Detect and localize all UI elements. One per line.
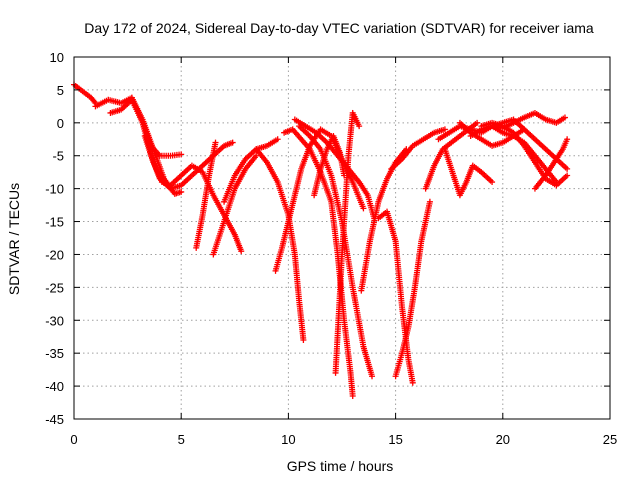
data-point <box>212 139 219 146</box>
y-tick-label: 10 <box>50 50 64 65</box>
data-marks <box>71 81 571 399</box>
y-tick-label: 0 <box>57 116 64 131</box>
series-track-17 <box>375 208 416 386</box>
series-track-13 <box>291 116 378 222</box>
series-track-25 <box>478 119 571 189</box>
series-track-14 <box>311 132 348 199</box>
x-tick-label: 15 <box>388 432 402 447</box>
series-track-18 <box>392 198 433 380</box>
data-point <box>561 114 568 121</box>
x-tick-label: 0 <box>70 432 77 447</box>
data-point <box>349 392 356 399</box>
y-tick-label: -10 <box>45 182 64 197</box>
x-tick-label: 25 <box>603 432 617 447</box>
series-track-19 <box>388 126 448 172</box>
series-track-15 <box>332 109 363 376</box>
data-point <box>356 123 363 130</box>
data-point <box>178 188 185 195</box>
plot-frame <box>73 56 611 420</box>
y-tick-label: -35 <box>45 346 64 361</box>
x-axis-label: GPS time / hours <box>287 458 394 474</box>
y-tick-label: -25 <box>45 280 64 295</box>
series-track-27 <box>531 136 571 192</box>
data-point <box>300 337 307 344</box>
data-point <box>441 126 448 133</box>
x-tick-label: 5 <box>178 432 185 447</box>
x-axis-ticks: 0 5 10 15 20 25 <box>70 57 617 447</box>
y-tick-label: -20 <box>45 247 64 262</box>
data-point <box>91 98 98 105</box>
y-tick-label: -15 <box>45 215 64 230</box>
data-point <box>409 379 416 386</box>
data-point <box>474 119 481 126</box>
y-tick-label: -5 <box>52 149 64 164</box>
y-tick-label: -30 <box>45 313 64 328</box>
data-point <box>564 136 571 143</box>
x-tick-label: 10 <box>281 432 295 447</box>
data-point <box>274 136 281 143</box>
y-tick-label: -40 <box>45 379 64 394</box>
series-track-6 <box>193 139 219 251</box>
series-track-22 <box>441 146 496 199</box>
data-point <box>564 165 571 172</box>
data-point <box>360 205 367 212</box>
series-track-7 <box>210 152 260 258</box>
y-axis-ticks: 10 5 0 -5 -10 -15 -20 -25 -30 -35 -40 -45 <box>45 50 610 427</box>
y-tick-label: -45 <box>45 412 64 427</box>
series-track-26 <box>489 109 568 132</box>
data-point <box>564 172 571 179</box>
x-tick-label: 20 <box>496 432 510 447</box>
chart-title: Day 172 of 2024, Sidereal Day-to-day VTE… <box>84 20 594 36</box>
data-point <box>178 151 185 158</box>
grid-lines <box>74 57 610 419</box>
data-point <box>426 198 433 205</box>
data-point <box>238 248 245 255</box>
data-point <box>229 139 236 146</box>
data-point <box>489 179 496 186</box>
y-axis-label: SDTVAR / TECUs <box>6 183 22 295</box>
data-point <box>253 152 260 159</box>
y-tick-label: 5 <box>57 83 64 98</box>
series-track-1 <box>71 81 99 107</box>
data-point <box>369 373 376 380</box>
